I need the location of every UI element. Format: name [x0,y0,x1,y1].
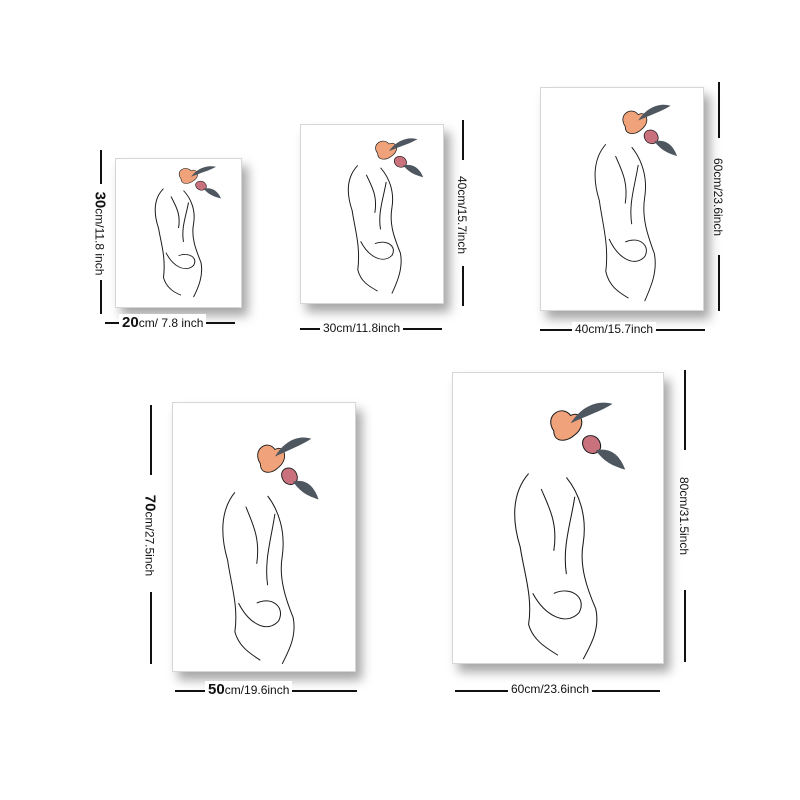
height-marker-line [718,255,720,311]
height-marker-line [150,405,152,475]
width-label: 30cm/11.8inch [320,321,404,335]
line-art-figure [222,437,319,665]
width-label: 60cm/23.6inch [508,682,593,696]
height-label: 60cm/23.6inch [711,157,725,237]
height-marker-line [100,280,102,314]
print-50x70 [172,402,356,672]
width-label: 40cm/15.7inch [572,322,657,336]
height-marker-line [462,266,464,306]
print-60x80 [452,372,664,664]
height-marker-line [150,592,152,664]
print-30x40 [300,124,444,304]
height-marker-line [462,120,464,160]
line-art-figure [594,104,678,302]
print-20x30 [115,158,242,308]
line-art-figure [154,166,221,298]
width-label: 20cm/ 7.8 inch [119,314,207,331]
height-label: 80cm/31.5inch [677,476,691,556]
height-label: 70cm/27.5inch [141,494,159,577]
width-label: 50cm/19.6inch [205,681,293,698]
height-marker-line [684,370,686,450]
line-art-figure [347,138,424,294]
height-label: 40cm/15.7inch [455,175,469,255]
height-marker-line [718,82,720,138]
line-art-figure [514,402,626,660]
print-40x60 [540,87,704,311]
height-marker-line [100,150,102,184]
height-marker-line [684,590,686,662]
height-label: 30cm/11.8 inch [91,191,109,276]
